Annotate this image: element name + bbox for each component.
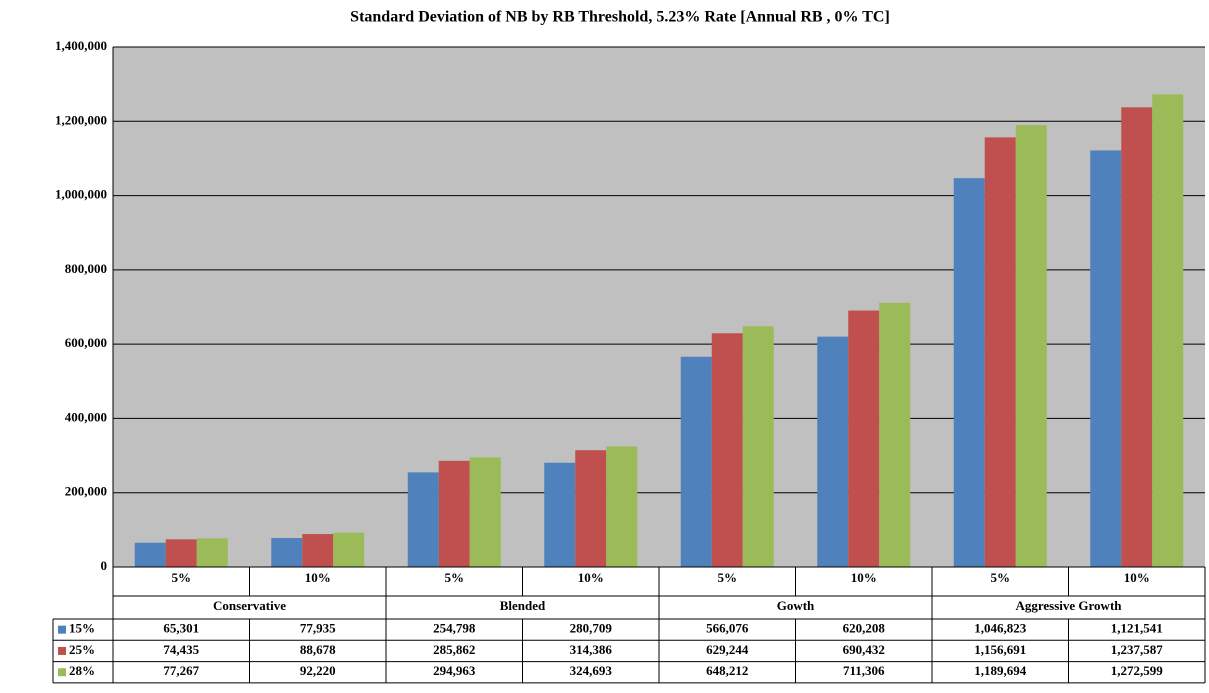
table-value: 92,220 bbox=[300, 663, 336, 678]
legend-swatch bbox=[58, 625, 66, 634]
x-tick-label: 10% bbox=[305, 570, 331, 585]
table-value: 711,306 bbox=[843, 663, 885, 678]
bar bbox=[879, 302, 911, 567]
x-tick-label: 5% bbox=[172, 570, 192, 585]
y-tick-label: 600,000 bbox=[65, 335, 107, 350]
y-tick-label: 1,200,000 bbox=[55, 112, 107, 127]
table-value: 74,435 bbox=[163, 642, 199, 657]
table-value: 77,935 bbox=[300, 621, 336, 636]
bar bbox=[544, 462, 576, 567]
table-value: 648,212 bbox=[706, 663, 748, 678]
x-tick-label: 10% bbox=[1124, 570, 1150, 585]
y-tick-label: 1,400,000 bbox=[55, 38, 107, 53]
y-tick-label: 400,000 bbox=[65, 409, 107, 424]
table-value: 1,272,599 bbox=[1111, 663, 1164, 678]
y-tick-label: 0 bbox=[101, 558, 108, 573]
table-value: 1,237,587 bbox=[1111, 642, 1164, 657]
bar bbox=[1090, 150, 1122, 568]
table-value: 254,798 bbox=[433, 621, 476, 636]
table-value: 65,301 bbox=[163, 621, 199, 636]
table-value: 324,693 bbox=[570, 663, 613, 678]
bar bbox=[302, 534, 334, 567]
bar bbox=[680, 356, 712, 567]
table-value: 1,046,823 bbox=[974, 621, 1027, 636]
bar bbox=[165, 539, 197, 567]
chart-title: Standard Deviation of NB by RB Threshold… bbox=[350, 9, 890, 26]
bar bbox=[606, 446, 638, 567]
legend-label: 25% bbox=[69, 642, 95, 657]
table-value: 294,963 bbox=[433, 663, 476, 678]
bar bbox=[848, 310, 880, 567]
bar bbox=[984, 137, 1016, 567]
table-value: 314,386 bbox=[570, 642, 613, 657]
bar bbox=[742, 326, 774, 567]
legend-swatch bbox=[58, 668, 66, 677]
bar bbox=[575, 450, 607, 567]
x-tick-label: 10% bbox=[851, 570, 877, 585]
legend-swatch bbox=[58, 646, 66, 655]
bar bbox=[271, 538, 303, 567]
bar bbox=[817, 336, 849, 567]
table-value: 566,076 bbox=[706, 621, 749, 636]
group-label: Gowth bbox=[777, 598, 815, 613]
table-value: 620,208 bbox=[843, 621, 886, 636]
y-tick-label: 800,000 bbox=[65, 261, 107, 276]
legend-label: 28% bbox=[69, 663, 95, 678]
y-tick-label: 1,000,000 bbox=[55, 187, 107, 202]
bar bbox=[953, 178, 985, 567]
x-tick-label: 5% bbox=[718, 570, 738, 585]
table-value: 690,432 bbox=[843, 642, 885, 657]
bar bbox=[469, 457, 501, 567]
x-tick-label: 5% bbox=[991, 570, 1011, 585]
table-value: 1,189,694 bbox=[974, 663, 1027, 678]
x-tick-label: 5% bbox=[445, 570, 465, 585]
bar bbox=[333, 532, 365, 567]
y-tick-label: 200,000 bbox=[65, 484, 107, 499]
table-value: 1,156,691 bbox=[974, 642, 1026, 657]
legend-label: 15% bbox=[69, 621, 95, 636]
bar bbox=[438, 460, 470, 567]
table-value: 285,862 bbox=[433, 642, 475, 657]
table-value: 280,709 bbox=[570, 621, 613, 636]
x-tick-label: 10% bbox=[578, 570, 604, 585]
bar bbox=[407, 472, 439, 567]
table-value: 1,121,541 bbox=[1111, 621, 1163, 636]
bar bbox=[1152, 94, 1184, 567]
bar bbox=[711, 333, 743, 567]
bar bbox=[1015, 125, 1047, 568]
bar bbox=[196, 538, 228, 567]
bar bbox=[134, 542, 166, 567]
bar bbox=[1121, 107, 1153, 567]
group-label: Aggressive Growth bbox=[1015, 598, 1122, 613]
group-label: Blended bbox=[500, 598, 546, 613]
table-value: 77,267 bbox=[163, 663, 199, 678]
table-value: 88,678 bbox=[300, 642, 336, 657]
group-label: Conservative bbox=[213, 598, 286, 613]
table-value: 629,244 bbox=[706, 642, 749, 657]
